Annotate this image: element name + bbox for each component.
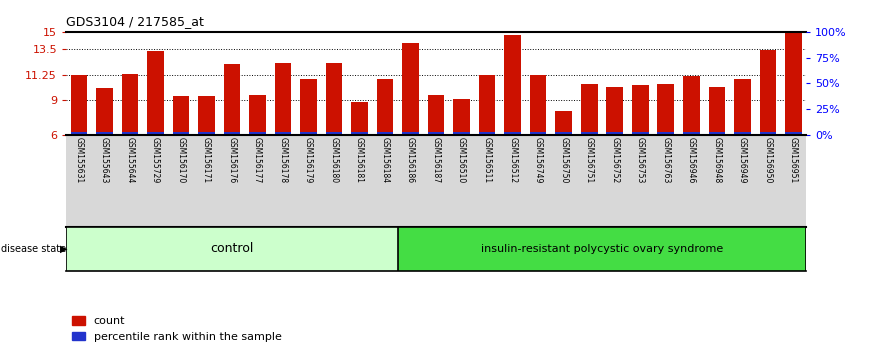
Bar (96, 88, 113, 135)
Bar (352, 132, 368, 135)
Text: GSM155631: GSM155631 (74, 137, 84, 183)
Bar (122, 74, 138, 135)
Bar (504, 132, 521, 135)
Bar (96, 132, 113, 135)
Bar (479, 132, 495, 135)
Bar (147, 51, 164, 135)
Bar (529, 132, 546, 135)
Bar (224, 132, 241, 135)
Bar (70, 75, 87, 135)
Text: GSM156187: GSM156187 (432, 137, 440, 183)
Bar (606, 87, 623, 135)
Text: GSM156181: GSM156181 (355, 137, 364, 183)
Text: ▶: ▶ (60, 244, 68, 254)
Text: GSM155644: GSM155644 (125, 137, 135, 184)
Bar (326, 63, 343, 135)
Bar (734, 132, 751, 135)
Bar (708, 132, 725, 135)
Bar (454, 132, 470, 135)
Bar (198, 132, 215, 135)
Bar (529, 75, 546, 135)
Bar (173, 132, 189, 135)
Text: GSM156180: GSM156180 (329, 137, 338, 183)
Bar (657, 132, 674, 135)
Bar (300, 79, 317, 135)
Bar (198, 96, 215, 135)
Bar (734, 79, 751, 135)
Text: GSM156948: GSM156948 (713, 137, 722, 183)
Bar (428, 95, 444, 135)
Text: GSM156750: GSM156750 (559, 137, 568, 184)
Text: GSM156751: GSM156751 (585, 137, 594, 183)
Bar (352, 102, 368, 135)
Text: GSM156510: GSM156510 (457, 137, 466, 183)
Text: GSM156951: GSM156951 (788, 137, 798, 183)
Text: GSM156752: GSM156752 (611, 137, 619, 183)
Bar (224, 64, 241, 135)
Bar (326, 132, 343, 135)
Text: GSM155729: GSM155729 (151, 137, 159, 183)
Text: GSM156949: GSM156949 (737, 137, 747, 184)
Text: GSM156763: GSM156763 (662, 137, 670, 184)
Text: GSM156946: GSM156946 (687, 137, 696, 184)
Legend: count, percentile rank within the sample: count, percentile rank within the sample (71, 316, 282, 342)
Bar (403, 43, 418, 135)
Text: GSM156179: GSM156179 (304, 137, 313, 183)
Text: GSM156177: GSM156177 (253, 137, 262, 183)
Text: GSM156178: GSM156178 (278, 137, 287, 183)
Bar (581, 84, 597, 135)
Bar (300, 132, 317, 135)
Bar (403, 132, 418, 135)
Text: GSM156171: GSM156171 (202, 137, 211, 183)
Text: GSM156176: GSM156176 (227, 137, 236, 183)
Text: control: control (211, 242, 254, 255)
Bar (249, 95, 266, 135)
Text: insulin-resistant polycystic ovary syndrome: insulin-resistant polycystic ovary syndr… (481, 244, 723, 254)
Bar (759, 50, 776, 135)
Bar (632, 132, 648, 135)
Bar (555, 132, 572, 135)
Bar (683, 132, 700, 135)
Bar (70, 132, 87, 135)
Text: GSM156170: GSM156170 (176, 137, 185, 183)
Bar (683, 76, 700, 135)
Bar (581, 132, 597, 135)
Bar (785, 32, 802, 135)
Bar (275, 63, 292, 135)
Bar (785, 132, 802, 135)
Text: GSM156753: GSM156753 (636, 137, 645, 184)
Bar (504, 35, 521, 135)
Bar (173, 96, 189, 135)
Bar (454, 99, 470, 135)
Text: disease state: disease state (1, 244, 66, 254)
Text: GSM156511: GSM156511 (483, 137, 492, 183)
Text: GSM156950: GSM156950 (763, 137, 773, 184)
Bar (66, 227, 398, 271)
Bar (377, 132, 393, 135)
Bar (606, 132, 623, 135)
Text: GSM156184: GSM156184 (381, 137, 389, 183)
Bar (377, 79, 393, 135)
Bar (759, 132, 776, 135)
Text: GSM156186: GSM156186 (406, 137, 415, 183)
Bar (275, 132, 292, 135)
Bar (708, 87, 725, 135)
Text: GSM155643: GSM155643 (100, 137, 109, 184)
Bar (249, 132, 266, 135)
Bar (479, 75, 495, 135)
Text: GDS3104 / 217585_at: GDS3104 / 217585_at (66, 15, 204, 28)
Bar (398, 227, 806, 271)
Bar (657, 84, 674, 135)
Text: GSM156749: GSM156749 (534, 137, 543, 184)
Bar (632, 85, 648, 135)
Bar (147, 132, 164, 135)
Text: GSM156512: GSM156512 (508, 137, 517, 183)
Bar (122, 132, 138, 135)
Bar (428, 132, 444, 135)
Bar (555, 110, 572, 135)
